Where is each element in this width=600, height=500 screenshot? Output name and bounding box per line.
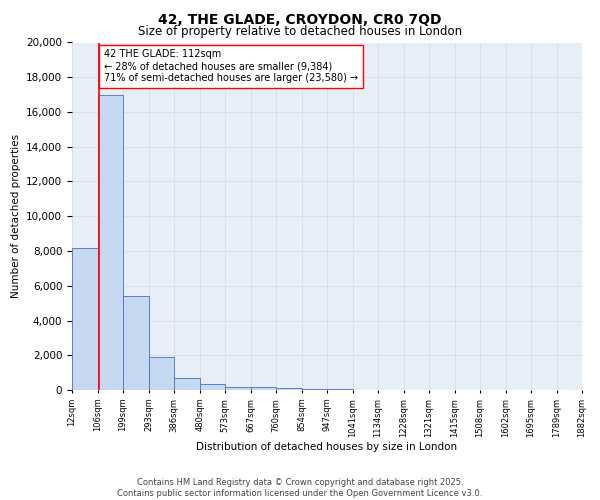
Bar (276, 388, 302, 390)
Text: Size of property relative to detached houses in London: Size of property relative to detached ho… (138, 25, 462, 38)
Bar (225, 386, 251, 390)
Bar (200, 384, 225, 390)
Bar (302, 389, 327, 390)
Text: Contains HM Land Registry data © Crown copyright and database right 2025.
Contai: Contains HM Land Registry data © Crown c… (118, 478, 482, 498)
Y-axis label: Number of detached properties: Number of detached properties (11, 134, 20, 298)
Text: 42 THE GLADE: 112sqm
← 28% of detached houses are smaller (9,384)
71% of semi-de: 42 THE GLADE: 112sqm ← 28% of detached h… (104, 50, 358, 82)
Bar (98, 94, 123, 390)
Bar (123, 296, 149, 390)
Bar (72, 248, 98, 390)
X-axis label: Distribution of detached houses by size in London: Distribution of detached houses by size … (196, 442, 458, 452)
Text: 42, THE GLADE, CROYDON, CR0 7QD: 42, THE GLADE, CROYDON, CR0 7QD (158, 12, 442, 26)
Bar (174, 378, 200, 390)
Bar (251, 388, 276, 390)
Bar (149, 357, 174, 390)
